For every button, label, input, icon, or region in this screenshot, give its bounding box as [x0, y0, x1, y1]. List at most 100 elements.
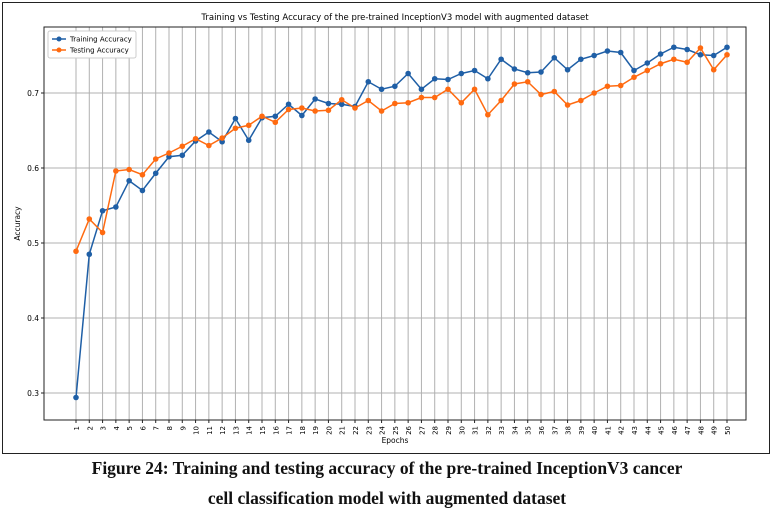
x-tick-label: 6	[139, 425, 147, 430]
data-point	[418, 94, 425, 101]
x-tick-label: 5	[126, 426, 134, 430]
data-point	[617, 49, 624, 56]
data-point	[445, 86, 451, 93]
x-tick-label: 40	[591, 426, 599, 435]
x-tick-label: 17	[286, 426, 294, 435]
data-point	[139, 187, 146, 194]
data-point	[392, 100, 398, 107]
data-point	[524, 69, 531, 76]
data-point	[299, 105, 305, 111]
data-point	[245, 122, 252, 129]
x-tick-label: 36	[538, 425, 546, 434]
x-tick-label: 1	[73, 426, 81, 430]
x-tick-label: 47	[684, 426, 692, 435]
data-point	[697, 51, 704, 58]
data-point	[631, 74, 637, 81]
data-point	[365, 78, 372, 85]
data-point	[724, 51, 730, 58]
data-point	[471, 67, 478, 74]
data-point	[485, 75, 491, 82]
data-point	[285, 101, 292, 108]
data-point	[511, 81, 518, 87]
data-point	[99, 207, 106, 214]
data-point	[152, 170, 159, 177]
x-tick-label: 8	[166, 426, 174, 430]
data-point	[604, 83, 611, 90]
data-point	[458, 99, 465, 106]
data-point	[591, 52, 597, 59]
x-tick-label: 32	[485, 426, 493, 435]
x-tick-label: 9	[179, 426, 187, 430]
data-point	[684, 46, 690, 53]
data-point	[697, 45, 704, 51]
x-tick-label: 20	[325, 426, 333, 435]
data-point	[338, 96, 345, 103]
legend-label: Testing Accuracy	[69, 47, 129, 55]
data-point	[285, 106, 292, 113]
data-point	[511, 66, 518, 72]
x-tick-label: 27	[418, 426, 426, 435]
data-point	[245, 137, 252, 144]
x-tick-label: 31	[472, 426, 480, 435]
x-tick-label: 24	[379, 425, 387, 434]
data-point	[644, 60, 651, 66]
x-tick-label: 38	[565, 426, 573, 435]
data-point	[418, 86, 425, 93]
x-tick-label: 28	[432, 426, 440, 435]
data-point	[113, 204, 119, 210]
data-point	[232, 115, 239, 122]
data-point	[325, 107, 332, 114]
data-point	[445, 76, 451, 83]
x-tick-label: 7	[153, 426, 161, 430]
data-point	[206, 129, 212, 135]
data-point	[538, 69, 544, 75]
data-point	[498, 56, 504, 63]
x-tick-label: 18	[299, 426, 307, 435]
x-tick-label: 35	[525, 426, 533, 435]
data-point	[378, 86, 385, 93]
x-tick-label: 3	[100, 426, 108, 430]
data-point	[392, 83, 398, 90]
data-point	[671, 44, 677, 51]
x-tick-label: 12	[219, 426, 227, 435]
data-point	[551, 54, 558, 61]
accuracy-chart: 1 2 3 4 5 6 7 8 9 10 11 12 13 14 15 16 17 18 19 20 21 22 23 24 2…	[13, 13, 747, 445]
x-tick-label: 29	[445, 426, 453, 435]
data-point	[352, 105, 358, 111]
x-tick-label: 37	[551, 426, 559, 435]
x-tick-label: 46	[671, 425, 679, 434]
data-point	[724, 44, 730, 51]
data-point	[365, 97, 372, 104]
data-point	[73, 248, 79, 255]
data-point	[179, 152, 186, 159]
data-point	[206, 142, 212, 149]
x-tick-label: 44	[644, 425, 652, 434]
x-tick-label: 49	[711, 426, 719, 435]
x-tick-label: 13	[232, 426, 240, 435]
x-tick-label: 11	[206, 426, 214, 435]
data-point	[710, 66, 717, 73]
legend-marker	[56, 47, 62, 53]
data-point	[578, 56, 584, 63]
data-point	[179, 143, 186, 150]
data-point	[671, 56, 677, 63]
legend	[47, 30, 137, 59]
series-line-testing	[75, 46, 728, 252]
data-point	[631, 67, 637, 74]
x-tick-label: 30	[458, 426, 466, 435]
data-point	[86, 251, 93, 258]
data-point	[604, 48, 611, 54]
data-point	[113, 168, 119, 174]
data-point	[139, 171, 146, 178]
data-point	[152, 156, 159, 162]
x-axis-label: Epochs	[382, 436, 409, 445]
data-point	[657, 51, 664, 57]
legend-marker	[56, 36, 62, 42]
data-point	[126, 166, 132, 173]
data-point	[219, 135, 225, 141]
data-point	[591, 90, 597, 96]
data-point	[578, 97, 584, 104]
legend-label: Training Accuracy	[69, 36, 132, 44]
data-point	[259, 113, 265, 120]
x-tick-label: 34	[511, 425, 519, 434]
